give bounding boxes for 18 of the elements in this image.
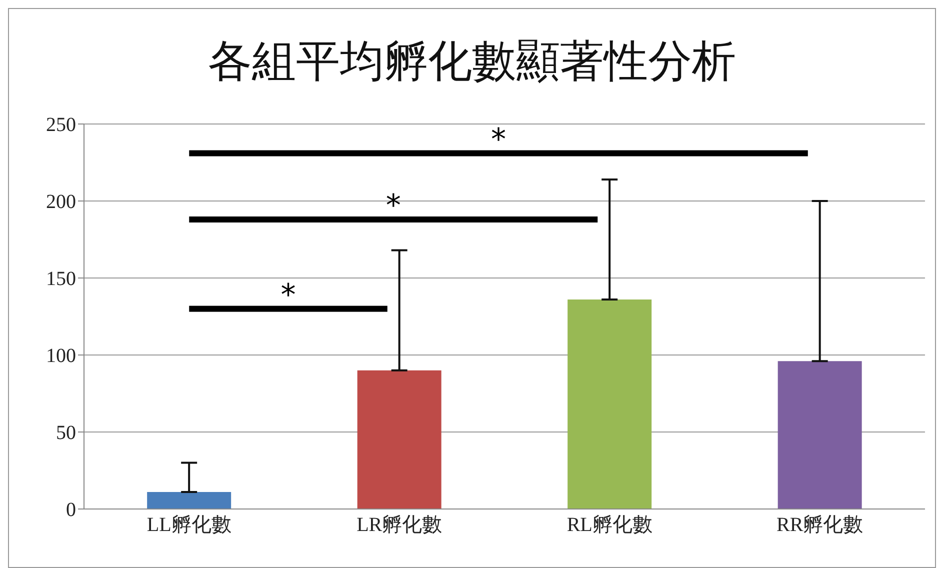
y-tick-label: 150	[46, 268, 76, 290]
bar	[778, 361, 862, 509]
chart-title: 各組平均孵化數顯著性分析	[207, 35, 737, 89]
y-tick-label: 100	[46, 345, 76, 368]
x-tick-label: LR孵化數	[356, 514, 442, 536]
bar	[147, 492, 232, 509]
x-tick-label: RL孵化數	[566, 514, 652, 536]
y-tick-label: 250	[46, 114, 76, 136]
x-tick-label: RR孵化數	[776, 514, 864, 536]
y-tick-label: 0	[66, 499, 76, 522]
y-tick-label: 200	[46, 191, 76, 214]
bar	[357, 370, 442, 509]
annotation: *	[280, 278, 296, 313]
annotation: *	[386, 188, 401, 224]
bar	[568, 300, 652, 509]
annotation: *	[491, 122, 506, 158]
x-tick-label: LL孵化數	[146, 514, 232, 536]
y-tick-label: 50	[56, 422, 76, 444]
